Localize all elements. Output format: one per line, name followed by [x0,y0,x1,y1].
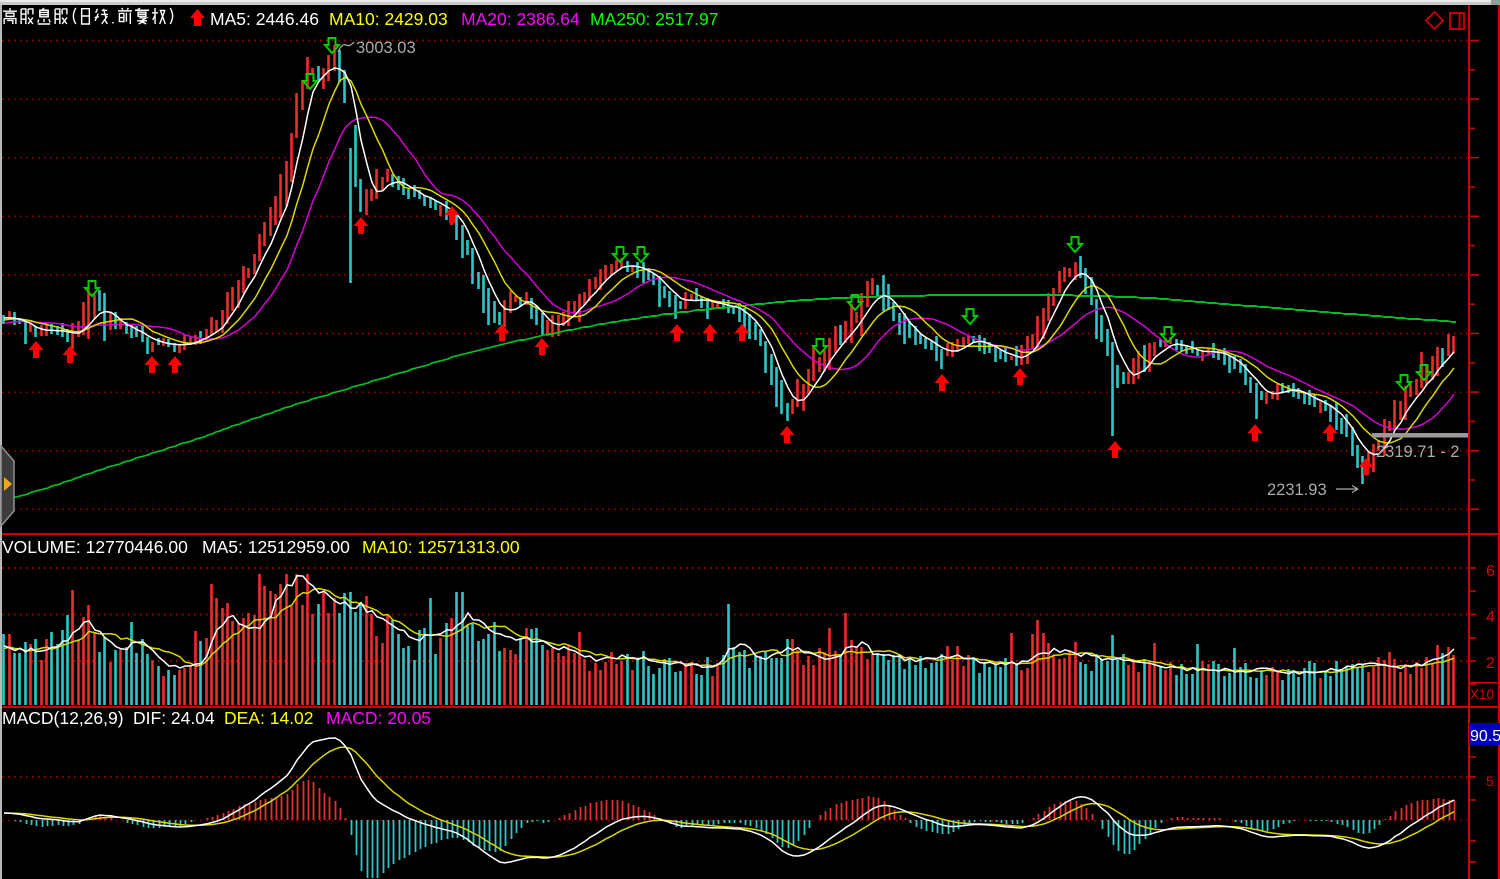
svg-text:X10: X10 [1470,687,1494,702]
svg-text:DIF: 24.04: DIF: 24.04 [133,708,215,728]
svg-text:2231.93: 2231.93 [1267,481,1327,499]
svg-text:MA20: 2386.64: MA20: 2386.64 [461,9,580,29]
svg-text:DEA: 14.02: DEA: 14.02 [224,708,314,728]
svg-text:4: 4 [1486,609,1495,626]
svg-text:MA5: 2446.46: MA5: 2446.46 [210,9,319,29]
svg-text:VOLUME: 12770446.00: VOLUME: 12770446.00 [2,537,188,557]
svg-text:2: 2 [1486,655,1495,672]
svg-text:2319.71 - 2: 2319.71 - 2 [1376,443,1459,461]
svg-text:3003.03: 3003.03 [356,39,416,57]
svg-text:MA250: 2517.97: MA250: 2517.97 [590,9,718,29]
svg-text:6: 6 [1486,563,1495,580]
svg-text:MACD(12,26,9): MACD(12,26,9) [2,708,124,728]
svg-text:MA5: 12512959.00: MA5: 12512959.00 [202,537,350,557]
svg-text:90.5: 90.5 [1470,728,1500,745]
svg-text:MACD: 20.05: MACD: 20.05 [326,708,431,728]
svg-text:MA10: 12571313.00: MA10: 12571313.00 [362,537,520,557]
svg-text:5: 5 [1486,773,1494,789]
svg-text:MA10: 2429.03: MA10: 2429.03 [329,9,448,29]
